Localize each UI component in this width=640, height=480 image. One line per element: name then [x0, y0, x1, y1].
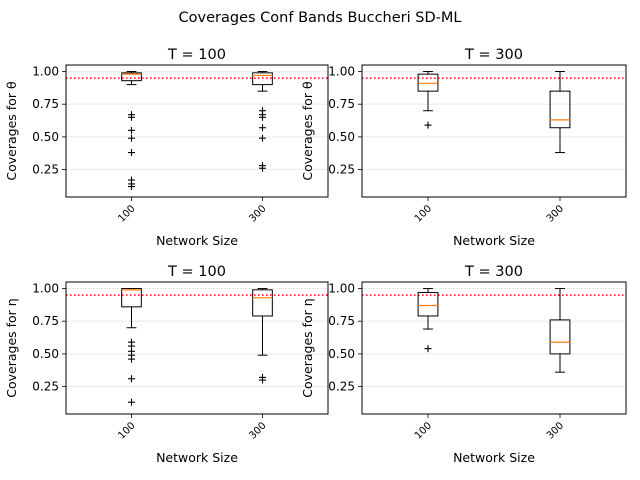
x-tick-label: 100 [413, 420, 434, 441]
box-iqr [549, 319, 571, 355]
outlier-point [128, 183, 135, 191]
plot-frame [361, 64, 627, 198]
outlier-point [259, 113, 266, 121]
outlier-point [128, 398, 135, 406]
outlier-point [128, 149, 135, 157]
box-300 [549, 288, 571, 373]
subplot-title: T = 300 [464, 264, 523, 280]
box-iqr [121, 288, 142, 308]
plot-frame [65, 281, 329, 415]
x-axis-label: Network Size [156, 233, 238, 248]
outlier-point [128, 113, 135, 121]
subplot-2: 0.25 0.50 0.75 1.00 100 300 T = 300 Network Siz… [300, 47, 627, 248]
y-tick-label: 0.75 [328, 314, 355, 328]
y-tick-label: 0.25 [328, 163, 355, 177]
outlier-point [424, 121, 432, 129]
subplot-1: 0.25 0.50 0.75 1.00 100 300 T = 100 Network Siz… [4, 47, 329, 248]
outlier-point [259, 376, 266, 384]
box-100 [121, 71, 142, 191]
y-tick-label: 0.75 [32, 97, 59, 111]
outlier-point [259, 164, 266, 172]
box-iqr [549, 90, 571, 129]
figure-suptitle: Coverages Conf Bands Buccheri SD-ML [179, 10, 462, 26]
outlier-point [259, 124, 266, 132]
box-100 [121, 288, 142, 406]
y-tick-label: 0.50 [32, 130, 59, 144]
outlier-point [128, 355, 135, 363]
x-tick-label: 100 [413, 203, 434, 224]
y-tick-label: 0.50 [328, 347, 355, 361]
outlier-point [259, 134, 266, 142]
plot-frame [361, 281, 627, 415]
x-tick-label: 300 [247, 420, 268, 441]
x-tick-label: 300 [247, 203, 268, 224]
y-tick-label: 1.00 [32, 282, 59, 296]
y-axis-label: Coverages for θ [4, 81, 19, 180]
y-tick-label: 0.75 [328, 97, 355, 111]
x-tick-label: 300 [545, 420, 566, 441]
y-tick-label: 1.00 [32, 65, 59, 79]
subplot-4: 0.25 0.50 0.75 1.00 100 300 T = 300 Network Siz… [300, 264, 627, 465]
x-tick-label: 100 [116, 420, 137, 441]
box-300 [549, 71, 571, 154]
box-iqr [417, 73, 439, 92]
y-axis-label: Coverages for η [4, 298, 19, 397]
box-iqr [252, 289, 273, 317]
subplot-3: 0.25 0.50 0.75 1.00 100 300 T = 100 Network Siz… [4, 264, 329, 465]
x-axis-label: Network Size [453, 233, 535, 248]
y-tick-label: 0.50 [32, 347, 59, 361]
x-tick-label: 100 [116, 203, 137, 224]
subplot-title: T = 100 [167, 264, 226, 280]
y-tick-label: 1.00 [328, 282, 355, 296]
outlier-point [424, 345, 432, 353]
box-iqr [121, 72, 142, 82]
y-tick-label: 0.50 [328, 130, 355, 144]
outlier-point [128, 134, 135, 142]
subplot-title: T = 300 [464, 47, 523, 63]
y-tick-label: 1.00 [328, 65, 355, 79]
subplot-grid: 0.25 0.50 0.75 1.00 100 300 T = 100 Network Siz… [4, 47, 627, 465]
y-axis-label: Coverages for θ [300, 81, 315, 180]
x-tick-label: 300 [545, 203, 566, 224]
x-axis-label: Network Size [453, 450, 535, 465]
outlier-point [128, 126, 135, 134]
box-300 [252, 71, 273, 172]
box-100 [417, 288, 439, 353]
y-tick-label: 0.25 [32, 163, 59, 177]
outlier-point [128, 375, 135, 383]
box-iqr [417, 291, 439, 317]
y-tick-label: 0.75 [32, 314, 59, 328]
box-100 [417, 71, 439, 129]
y-tick-label: 0.25 [32, 380, 59, 394]
plot-frame [65, 64, 329, 198]
y-tick-label: 0.25 [328, 380, 355, 394]
y-axis-label: Coverages for η [300, 298, 315, 397]
subplot-title: T = 100 [167, 47, 226, 63]
box-iqr [252, 72, 273, 86]
x-axis-label: Network Size [156, 450, 238, 465]
box-300 [252, 288, 273, 384]
